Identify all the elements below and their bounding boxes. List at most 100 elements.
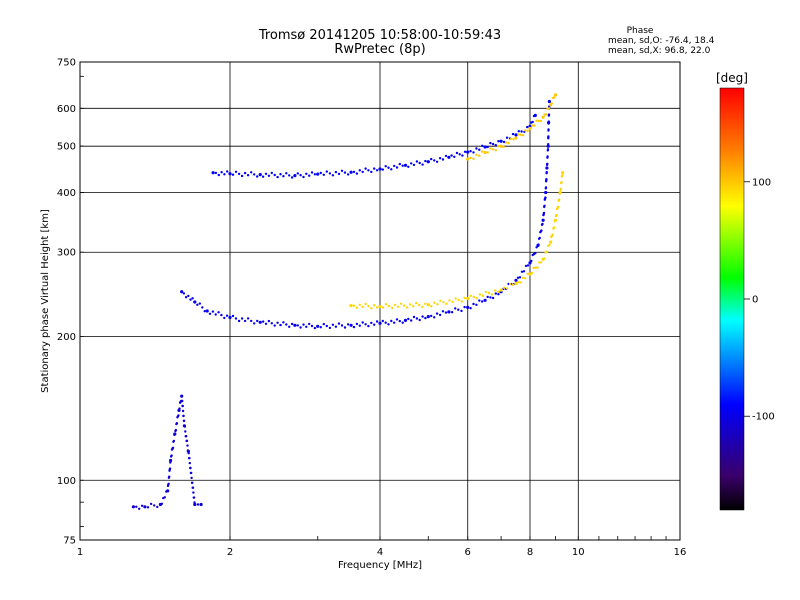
trace-mark — [185, 434, 188, 438]
trace-mark — [273, 324, 276, 327]
trace-mark — [454, 297, 457, 300]
trace-mark — [441, 310, 445, 313]
trace-mark — [469, 150, 472, 153]
trace-mark — [535, 246, 538, 249]
trace-mark — [393, 303, 397, 307]
x-tick-labels: 1 2 4 6 8 10 16 — [77, 547, 687, 558]
trace-mark — [191, 297, 194, 300]
trace-mark — [187, 452, 190, 455]
trace-mark — [487, 291, 491, 295]
trace-mark — [273, 173, 276, 177]
trace-mark — [532, 266, 535, 269]
trace-mark — [184, 296, 188, 299]
trace-mark — [481, 300, 484, 303]
trace-point — [514, 136, 518, 140]
trace-mark — [412, 305, 415, 308]
trace-mark — [196, 503, 200, 506]
trace-mark — [534, 266, 537, 269]
trace-mark — [424, 302, 427, 305]
trace-mark — [472, 295, 475, 299]
trace-point — [499, 139, 503, 143]
trace-mark — [334, 170, 338, 174]
trace-point — [228, 315, 232, 320]
trace-point — [169, 458, 173, 463]
trace-mark — [469, 307, 472, 310]
trace-mark — [343, 171, 347, 174]
trace-mark — [545, 250, 549, 253]
trace-mark — [192, 491, 195, 494]
trace-mark — [475, 153, 478, 156]
trace-mark — [231, 173, 235, 176]
trace-point — [180, 290, 184, 294]
trace-mark — [463, 305, 466, 309]
trace-mark — [156, 505, 159, 509]
trace-mark — [375, 169, 379, 172]
trace-mark — [313, 173, 317, 176]
trace-mark — [267, 174, 271, 177]
trace-mark — [276, 175, 279, 179]
trace-mark — [364, 302, 367, 306]
trace-mark — [402, 304, 406, 307]
trace-mark — [331, 323, 335, 326]
trace-mark — [534, 252, 537, 255]
trace-mark — [547, 122, 550, 125]
trace-mark — [393, 321, 396, 324]
x-tick-label: 4 — [377, 547, 383, 558]
trace-mark — [486, 145, 489, 149]
trace-mark — [299, 174, 302, 177]
trace-mark — [352, 325, 356, 329]
trace-mark — [433, 316, 436, 319]
trace-mark — [415, 301, 418, 305]
trace-mark — [352, 170, 356, 174]
trace-mark — [308, 174, 311, 177]
trace-mark — [558, 192, 561, 195]
trace-mark — [453, 155, 456, 158]
trace-mark — [421, 305, 424, 309]
trace-mark — [135, 505, 138, 508]
trace-mark — [496, 290, 500, 293]
trace-mark — [163, 496, 166, 499]
trace-point — [426, 303, 430, 307]
trace-mark — [285, 323, 288, 326]
trace-mark — [149, 502, 153, 506]
trace-mark — [520, 270, 524, 273]
trace-mark — [340, 324, 344, 327]
trace-mark — [231, 314, 235, 318]
trace-mark — [502, 145, 505, 148]
trace-mark — [460, 300, 463, 303]
trace-mark — [463, 150, 467, 153]
trace-point — [547, 99, 552, 104]
trace-mark — [491, 296, 495, 300]
trace-mark — [261, 175, 265, 178]
trace-mark — [370, 307, 373, 310]
trace-mark — [546, 148, 550, 151]
trace-point — [199, 502, 203, 507]
trace-point — [545, 166, 549, 170]
trace-mark — [472, 302, 475, 306]
trace-mark — [439, 299, 442, 302]
trace-mark — [396, 305, 400, 308]
trace-mark — [531, 124, 534, 127]
trace-mark — [346, 323, 350, 326]
trace-mark — [457, 298, 460, 302]
trace-point — [466, 296, 470, 301]
trace-mark — [264, 322, 268, 325]
trace-mark — [524, 129, 527, 132]
trace-mark — [302, 175, 305, 179]
trace-mark — [546, 155, 549, 158]
trace-mark — [337, 322, 341, 325]
trace-mark — [505, 136, 509, 139]
trace-mark — [550, 102, 553, 105]
trace-mark — [290, 176, 294, 179]
trace-mark — [217, 311, 220, 314]
trace-mark — [270, 322, 273, 325]
trace-mark — [497, 293, 500, 296]
trace-mark — [328, 172, 332, 175]
trace-mark — [182, 414, 185, 418]
trace-point — [466, 305, 470, 309]
trace-mark — [436, 303, 439, 306]
trace-mark — [530, 259, 533, 263]
x-tick-label: 2 — [227, 547, 233, 558]
x-tick-label: 8 — [527, 547, 533, 558]
y-tick-label: 750 — [57, 58, 76, 69]
